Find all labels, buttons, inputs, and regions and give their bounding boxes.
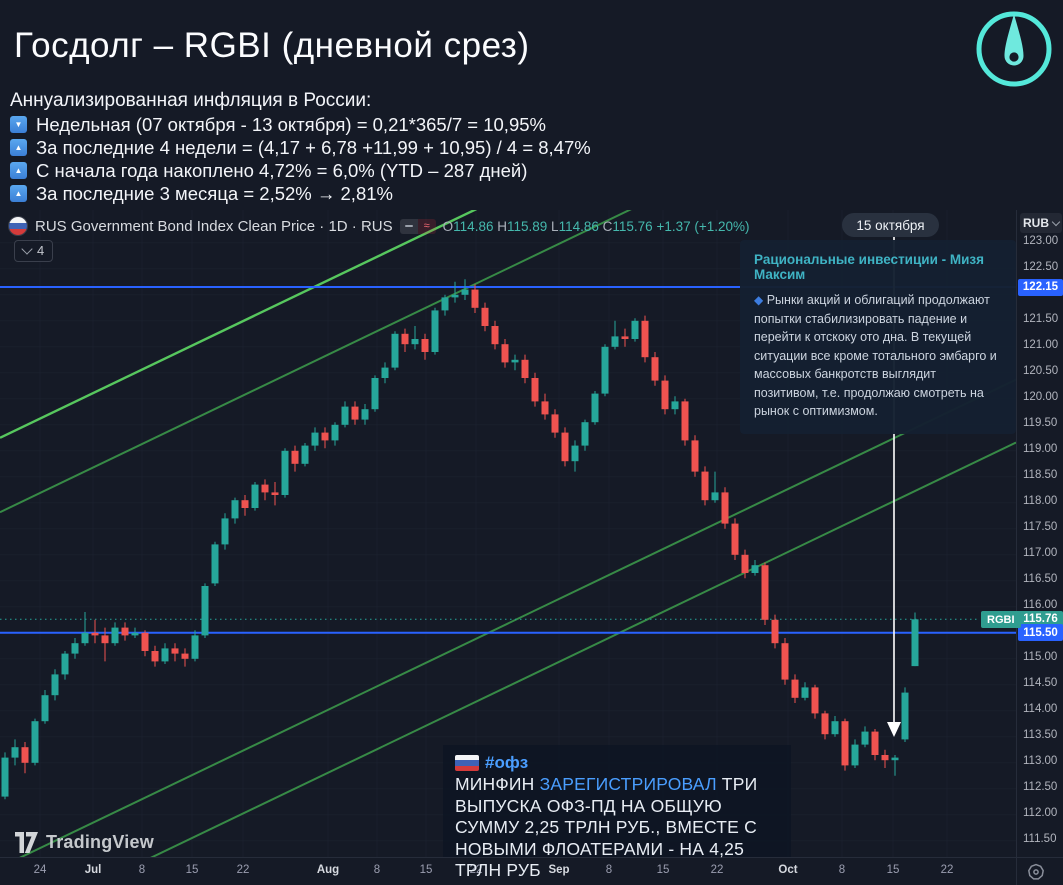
level-price-tag: 115.50: [1018, 624, 1063, 642]
inflation-bullet: ▲ С начала года накоплено 4,72% = 6,0% (Y…: [10, 159, 591, 182]
axis-settings-icon[interactable]: [1026, 862, 1046, 885]
time-tick-label: Jul: [84, 864, 102, 876]
ohlc-values: O114.86 H115.89 L114.86 C115.76 +1.37 (+…: [442, 218, 750, 234]
chevron-down-icon: [21, 243, 33, 255]
price-tick-label: 121.00: [1023, 339, 1059, 352]
diamond-icon: ◆: [754, 293, 764, 307]
analyst-note-body: ◆ Рынки акций и облигаций продолжают поп…: [754, 293, 997, 419]
price-tick-label: 114.50: [1023, 677, 1058, 690]
inflation-bullet: ▲ За последние 4 недели = (4,17 + 6,78 +1…: [10, 136, 591, 159]
currency-label: RUB: [1023, 216, 1049, 230]
time-tick-label: 8: [138, 864, 146, 876]
time-tick-label: Aug: [316, 864, 340, 876]
price-tick-label: 116.00: [1023, 599, 1058, 612]
inflation-bullet-text: За последние 4 недели = (4,17 + 6,78 +11…: [36, 136, 591, 158]
object-tree-button[interactable]: 4: [14, 240, 54, 262]
time-tick-label: Sep: [548, 864, 570, 876]
price-tick-label: 113.50: [1023, 729, 1058, 742]
header: Госдолг – RGBI (дневной срез) Аннуализир…: [0, 0, 1063, 210]
price-tick-label: 118.00: [1023, 495, 1058, 508]
inflation-bullet-text: Недельная (07 октября - 13 октября) = 0,…: [36, 113, 546, 135]
market-status-icons[interactable]: ≈: [399, 218, 436, 234]
last-price-tag: 115.76: [1018, 610, 1063, 628]
time-tick-label: 8: [605, 864, 613, 876]
time-tick-label: 22: [710, 864, 724, 876]
page-title: Госдолг – RGBI (дневной срез): [14, 26, 530, 65]
channel-logo: [966, 0, 1062, 101]
inflation-bullet: ▼ Недельная (07 октября - 13 октября) = 0…: [10, 113, 591, 136]
russia-flag-icon: [455, 755, 479, 771]
price-scale[interactable]: RUB 123.00122.50122.00121.50121.00120.50…: [1016, 210, 1063, 885]
inflation-bullet-text: За последние 3 месяца = 2,52% → 2,81%: [36, 182, 393, 204]
price-tick-label: 117.50: [1023, 521, 1058, 534]
symbol-legend[interactable]: RUS Government Bond Index Clean Price · …: [8, 216, 750, 236]
down-arrow-icon: ▼: [10, 116, 27, 133]
price-tick-label: 112.00: [1023, 807, 1058, 820]
price-tick-label: 112.50: [1023, 781, 1058, 794]
minus-icon[interactable]: [399, 218, 418, 234]
date-callout: 15 октября: [842, 213, 939, 237]
time-axis[interactable]: 24 Jul 8 15 22 Aug 8 15 22 Sep 8 15 22 Oct 8 15 22: [0, 857, 1063, 885]
price-tick-label: 111.50: [1023, 833, 1057, 846]
up-arrow-icon: ▲: [10, 162, 27, 179]
analyst-note: Рациональные инвестиции - Мизя Максим ◆ …: [740, 240, 1016, 434]
price-tick-label: 123.00: [1023, 235, 1059, 248]
up-arrow-icon: ▲: [10, 139, 27, 156]
time-tick-label: Oct: [778, 864, 798, 876]
ofz-link[interactable]: ЗАРЕГИСТРИРОВАЛ: [539, 774, 717, 794]
chevron-down-icon: [1051, 217, 1061, 227]
level-price-tag: 122.15: [1018, 278, 1063, 296]
time-tick-label: 8: [373, 864, 381, 876]
inflation-bullet-text: С начала года накоплено 4,72% = 6,0% (YT…: [36, 159, 528, 181]
analyst-note-title: Рациональные инвестиции - Мизя Максим: [754, 252, 985, 282]
tradingview-watermark[interactable]: TradingView: [14, 831, 154, 854]
wave-icon[interactable]: ≈: [417, 218, 436, 234]
time-tick-label: 15: [656, 864, 670, 876]
ofz-news-text: МИНФИН ЗАРЕГИСТРИРОВАЛ ТРИ ВЫПУСКА ОФЗ-П…: [455, 774, 758, 880]
series-badge: RGBI: [981, 611, 1021, 628]
symbol-title[interactable]: RUS Government Bond Index Clean Price · …: [35, 217, 393, 235]
time-tick-label: 22: [940, 864, 954, 876]
price-tick-label: 116.50: [1023, 573, 1058, 586]
price-tick-label: 120.50: [1023, 365, 1059, 378]
compass-icon: [976, 11, 1052, 87]
time-tick-label: 15: [886, 864, 900, 876]
price-tick-label: 114.00: [1023, 703, 1058, 716]
time-tick-label: 22: [236, 864, 250, 876]
up-arrow-icon: ▲: [10, 185, 27, 202]
price-tick-label: 113.00: [1023, 755, 1058, 768]
inflation-bullet-list: ▼ Недельная (07 октября - 13 октября) = 0…: [10, 113, 591, 205]
price-tick-label: 118.50: [1023, 469, 1058, 482]
currency-selector[interactable]: RUB: [1020, 213, 1062, 233]
time-tick-label: 24: [33, 864, 47, 876]
price-tick-label: 121.50: [1023, 313, 1059, 326]
russia-flag-icon: [8, 216, 28, 236]
time-tick-label: 8: [838, 864, 846, 876]
time-tick-label: 22: [469, 864, 483, 876]
price-tick-label: 120.00: [1023, 391, 1059, 404]
price-tick-label: 119.50: [1023, 417, 1058, 430]
tradingview-wordmark: TradingView: [46, 832, 154, 852]
chart-pane[interactable]: RUS Government Bond Index Clean Price · …: [0, 210, 1021, 880]
ofz-news-box: #офз МИНФИН ЗАРЕГИСТРИРОВАЛ ТРИ ВЫПУСКА …: [443, 745, 791, 880]
ofz-hashtag[interactable]: #офз: [485, 753, 529, 772]
price-tick-label: 117.00: [1023, 547, 1058, 560]
time-tick-label: 15: [185, 864, 199, 876]
inflation-intro: Аннуализированная инфляция в России:: [10, 90, 372, 111]
price-tick-label: 122.50: [1023, 261, 1059, 274]
tradingview-logo-icon: [15, 832, 38, 853]
time-tick-label: 15: [419, 864, 433, 876]
ofz-hashtag-row: #офз: [455, 752, 779, 774]
object-count: 4: [37, 243, 45, 258]
price-tick-label: 119.00: [1023, 443, 1058, 456]
inflation-bullet: ▲ За последние 3 месяца = 2,52% → 2,81%: [10, 182, 591, 205]
price-tick-label: 115.00: [1023, 651, 1058, 664]
